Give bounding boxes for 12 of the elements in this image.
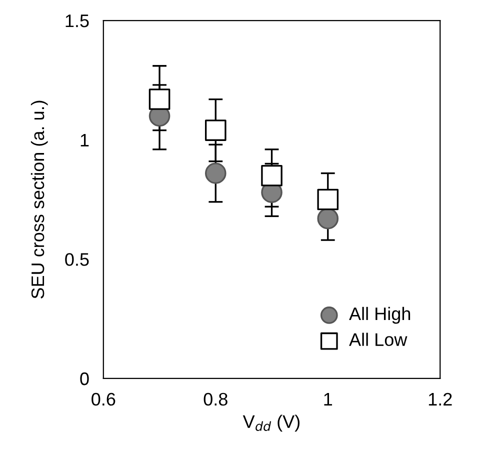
x-axis-title: V$_{dd}$ (V) [242, 414, 300, 432]
legend-label: All Low [349, 332, 408, 346]
y-tick-label: 1.5 [66, 14, 89, 28]
x-tick-label: 0.6 [92, 392, 116, 406]
y-tick-label: 1 [80, 134, 89, 146]
x-tick-label: 1.2 [428, 392, 452, 406]
x-tick-label: 0.8 [204, 392, 228, 406]
y-tick-label: 0.5 [65, 253, 89, 266]
legend-label: All High [349, 306, 410, 324]
y-tick-label: 0 [80, 372, 89, 386]
x-tick-label: 1 [324, 393, 332, 406]
y-axis-title: SEU cross section (a. u.) [30, 100, 48, 299]
